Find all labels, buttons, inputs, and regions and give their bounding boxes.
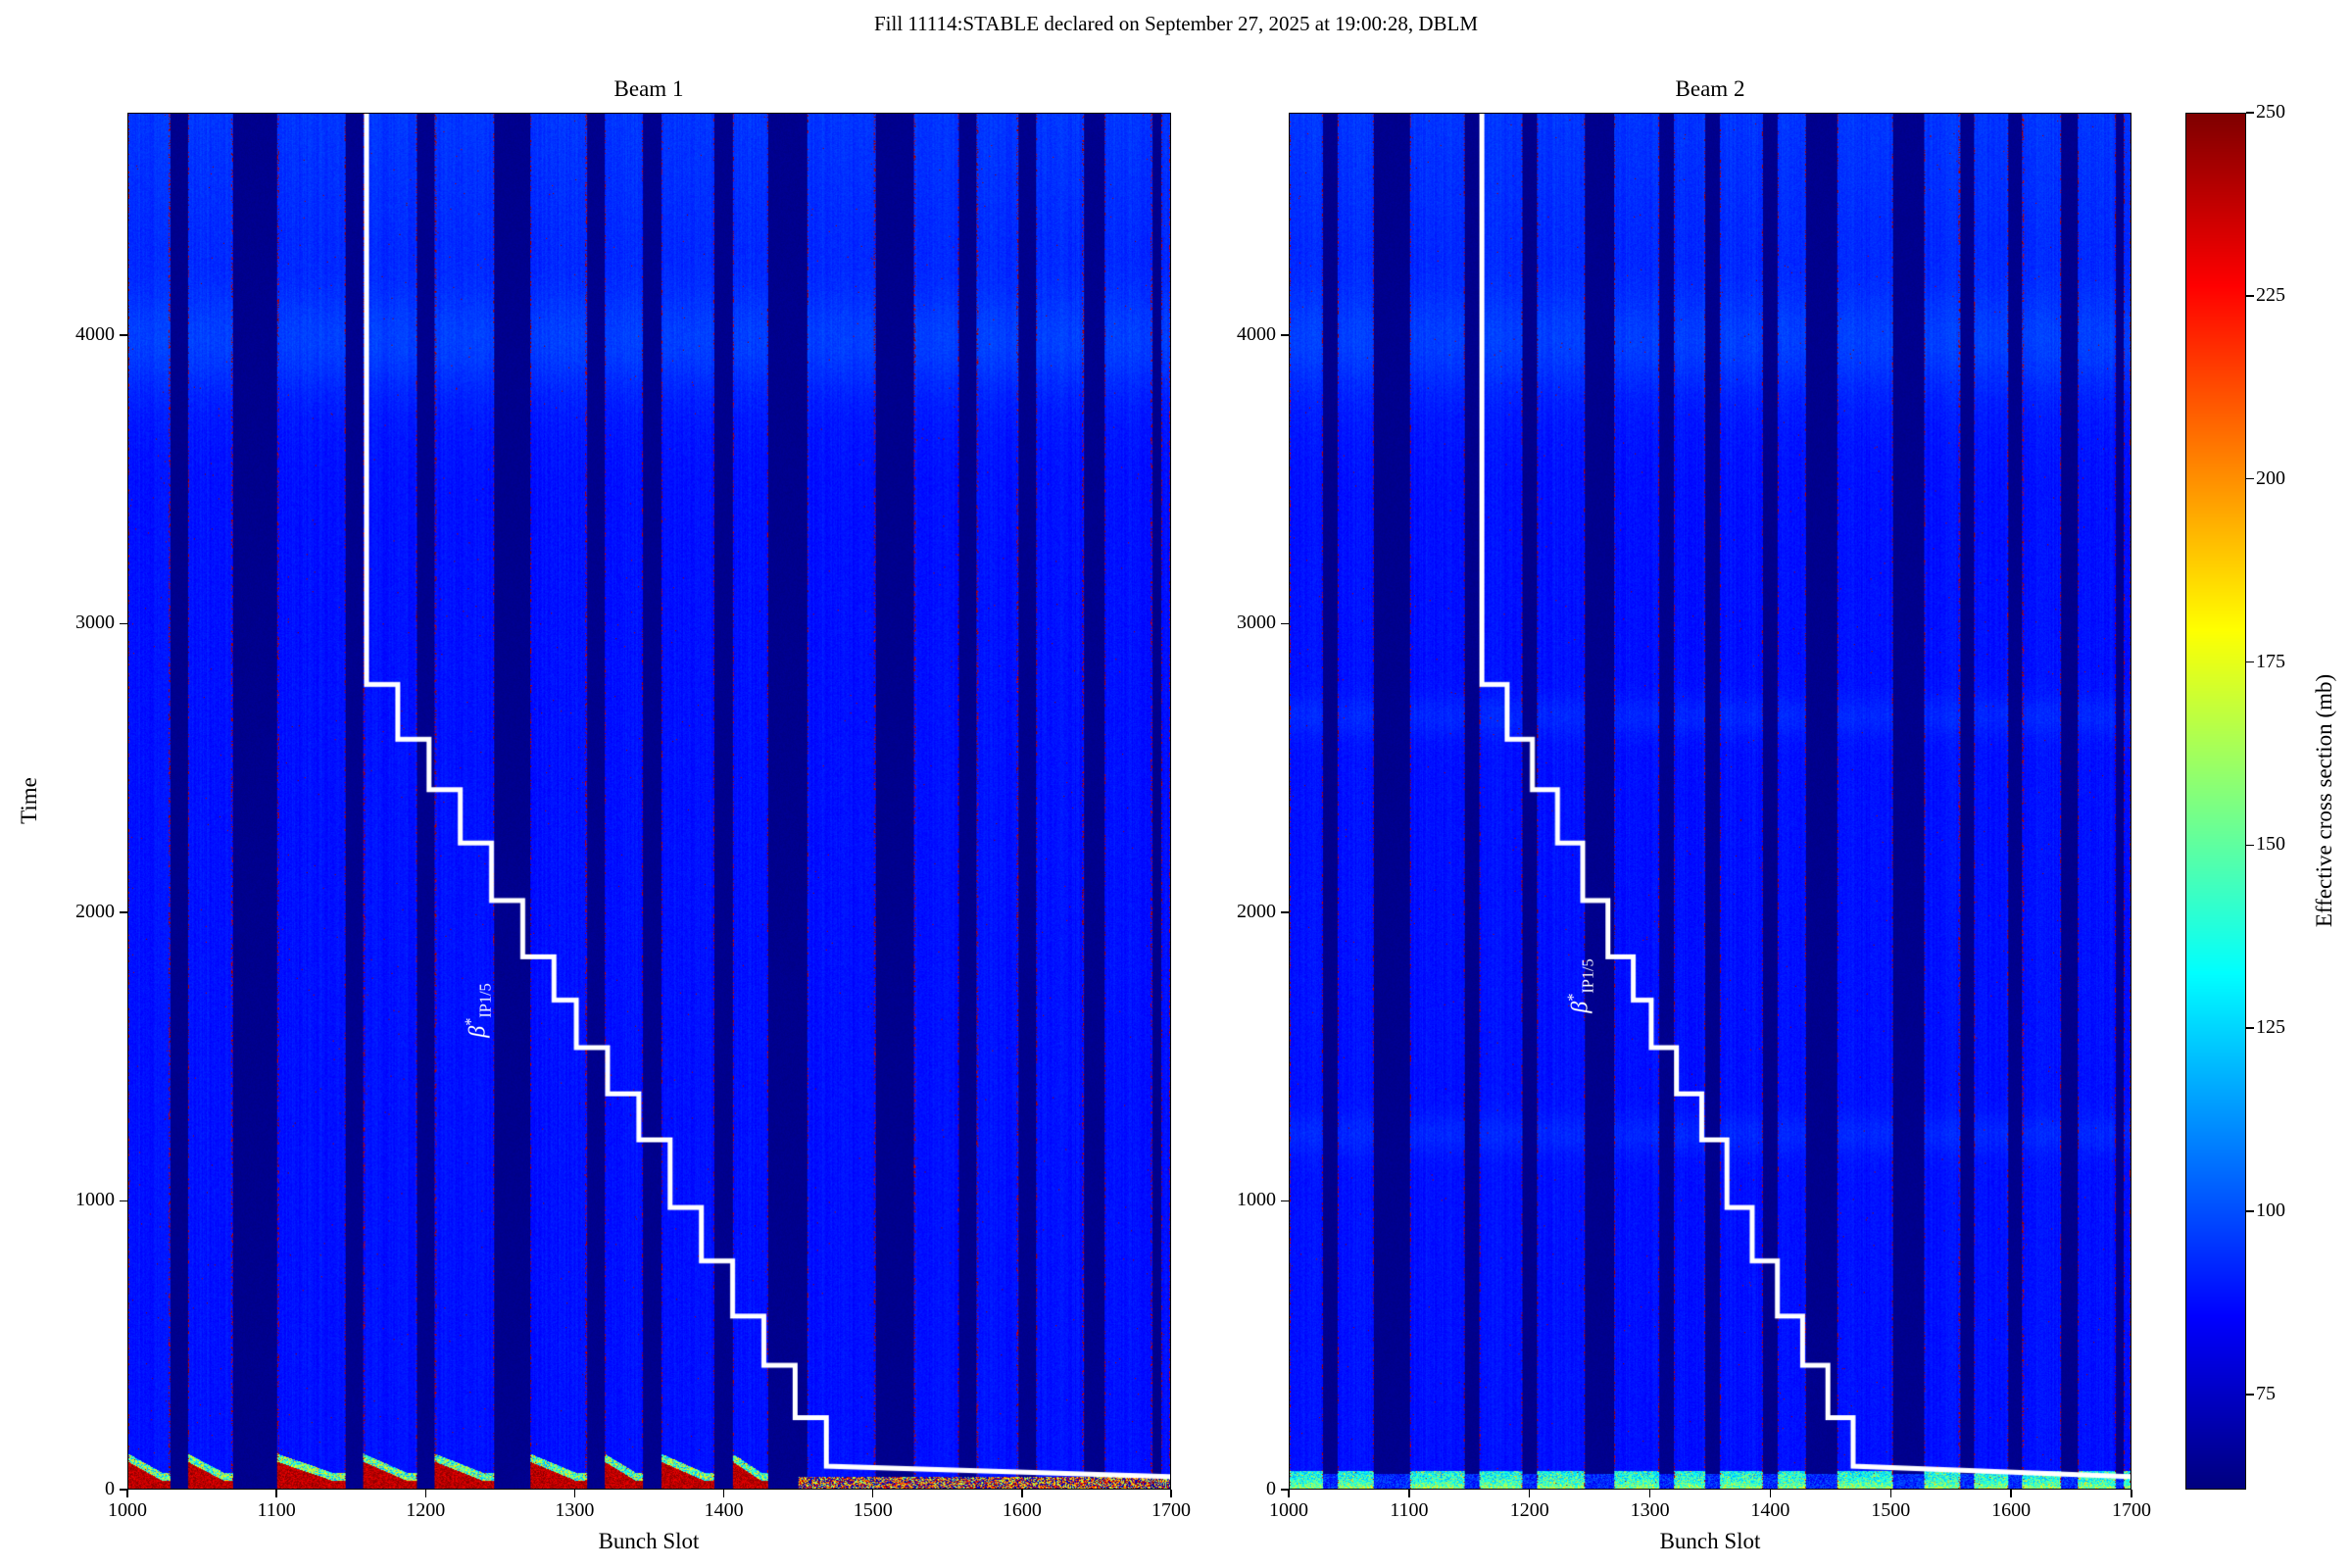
- colorbar-tick-label: 200: [2256, 466, 2285, 489]
- x-tick-label: 1300: [1630, 1499, 1670, 1521]
- y-tick: [120, 1200, 127, 1202]
- y-tick-label: 3000: [75, 612, 115, 634]
- x-tick: [1889, 1490, 1892, 1497]
- colorbar-tick: [2246, 477, 2254, 480]
- x-tick: [1170, 1490, 1172, 1497]
- y-tick-label: 2000: [75, 900, 115, 922]
- colorbar-tick: [2246, 295, 2254, 297]
- x-tick: [126, 1490, 128, 1497]
- x-tick: [1408, 1490, 1410, 1497]
- subplot-title-beam1: Beam 1: [613, 76, 684, 101]
- heatmap-beam2: β*IP1/5: [1289, 113, 2132, 1490]
- x-tick: [1021, 1490, 1023, 1497]
- beta-sub: IP1/5: [1578, 958, 1597, 994]
- y-tick-label: 0: [105, 1478, 115, 1499]
- x-tick: [275, 1490, 277, 1497]
- y-tick-label: 3000: [1237, 612, 1276, 634]
- y-tick: [1281, 1200, 1289, 1202]
- figure-title: Fill 11114:STABLE declared on September …: [874, 12, 1478, 35]
- colorbar-tick: [2246, 1394, 2254, 1396]
- y-tick-label: 2000: [1237, 900, 1276, 922]
- beta-symbol: β: [1567, 1001, 1593, 1013]
- x-tick-label: 1500: [853, 1499, 893, 1521]
- x-tick-label: 1100: [257, 1499, 296, 1521]
- colorbar-tick: [2246, 661, 2254, 663]
- colorbar-label: Effective cross section (mb): [2312, 673, 2336, 928]
- beta-sub: IP1/5: [475, 983, 495, 1018]
- x-tick-label: 1400: [1750, 1499, 1790, 1521]
- x-tick: [1288, 1490, 1290, 1497]
- beta-star-annotation-beam2: β*IP1/5: [1564, 958, 1598, 1012]
- y-tick-label: 1000: [75, 1189, 115, 1211]
- x-tick: [1528, 1490, 1531, 1497]
- x-tick-label: 1400: [704, 1499, 744, 1521]
- y-tick-label: 0: [1266, 1478, 1276, 1499]
- y-tick-label: 4000: [75, 322, 115, 345]
- y-tick: [120, 911, 127, 913]
- beta-symbol: β: [465, 1025, 491, 1038]
- subplot-title-beam2: Beam 2: [1675, 76, 1745, 101]
- x-tick-label: 1100: [1390, 1499, 1429, 1521]
- x-tick: [2010, 1490, 2012, 1497]
- beta-sup: *: [1563, 993, 1583, 1002]
- y-tick-label: 4000: [1237, 322, 1276, 345]
- heatmap-beam1: β*IP1/5: [127, 113, 1171, 1490]
- y-tick: [1281, 334, 1289, 336]
- colorbar-tick-label: 175: [2256, 650, 2285, 672]
- colorbar-tick-label: 75: [2256, 1382, 2276, 1404]
- colorbar-tick: [2246, 1210, 2254, 1212]
- colorbar-canvas: [2186, 114, 2245, 1489]
- x-tick-label: 1700: [2112, 1499, 2151, 1521]
- x-tick-label: 1200: [1509, 1499, 1549, 1521]
- colorbar-tick: [2246, 1027, 2254, 1029]
- colorbar-tick-label: 100: [2256, 1200, 2285, 1221]
- x-tick-label: 1500: [1871, 1499, 1911, 1521]
- beta-sup: *: [461, 1017, 480, 1026]
- colorbar-tick-label: 150: [2256, 833, 2285, 856]
- colorbar-tick-label: 125: [2256, 1016, 2285, 1039]
- x-tick-label: 1600: [1991, 1499, 2032, 1521]
- heatmap-beam1-canvas: [128, 114, 1170, 1489]
- colorbar: [2185, 113, 2246, 1490]
- x-tick: [1648, 1490, 1651, 1497]
- x-axis-label-beam1: Bunch Slot: [598, 1529, 700, 1553]
- heatmap-beam2-canvas: [1290, 114, 2131, 1489]
- y-tick: [1281, 1489, 1289, 1491]
- y-tick: [120, 622, 127, 625]
- beta-star-annotation-beam1: β*IP1/5: [462, 983, 496, 1037]
- y-tick: [1281, 622, 1289, 625]
- colorbar-tick-label: 225: [2256, 283, 2285, 306]
- colorbar-tick: [2246, 844, 2254, 847]
- x-axis-label-beam2: Bunch Slot: [1659, 1529, 1761, 1553]
- x-tick-label: 1300: [555, 1499, 595, 1521]
- y-tick: [120, 1489, 127, 1491]
- x-tick: [2131, 1490, 2132, 1497]
- x-tick-label: 1000: [1269, 1499, 1308, 1521]
- y-axis-label: Time: [17, 777, 41, 824]
- x-tick: [871, 1490, 874, 1497]
- x-tick-label: 1600: [1002, 1499, 1042, 1521]
- x-tick-label: 1700: [1152, 1499, 1191, 1521]
- y-tick: [120, 334, 127, 336]
- y-tick-label: 1000: [1237, 1189, 1276, 1211]
- y-tick: [1281, 911, 1289, 913]
- x-tick-label: 1200: [406, 1499, 446, 1521]
- colorbar-tick: [2246, 112, 2254, 114]
- colorbar-tick-label: 250: [2256, 101, 2285, 122]
- x-tick-label: 1000: [108, 1499, 147, 1521]
- x-tick: [1769, 1490, 1772, 1497]
- x-tick: [424, 1490, 427, 1497]
- x-tick: [573, 1490, 576, 1497]
- x-tick: [722, 1490, 725, 1497]
